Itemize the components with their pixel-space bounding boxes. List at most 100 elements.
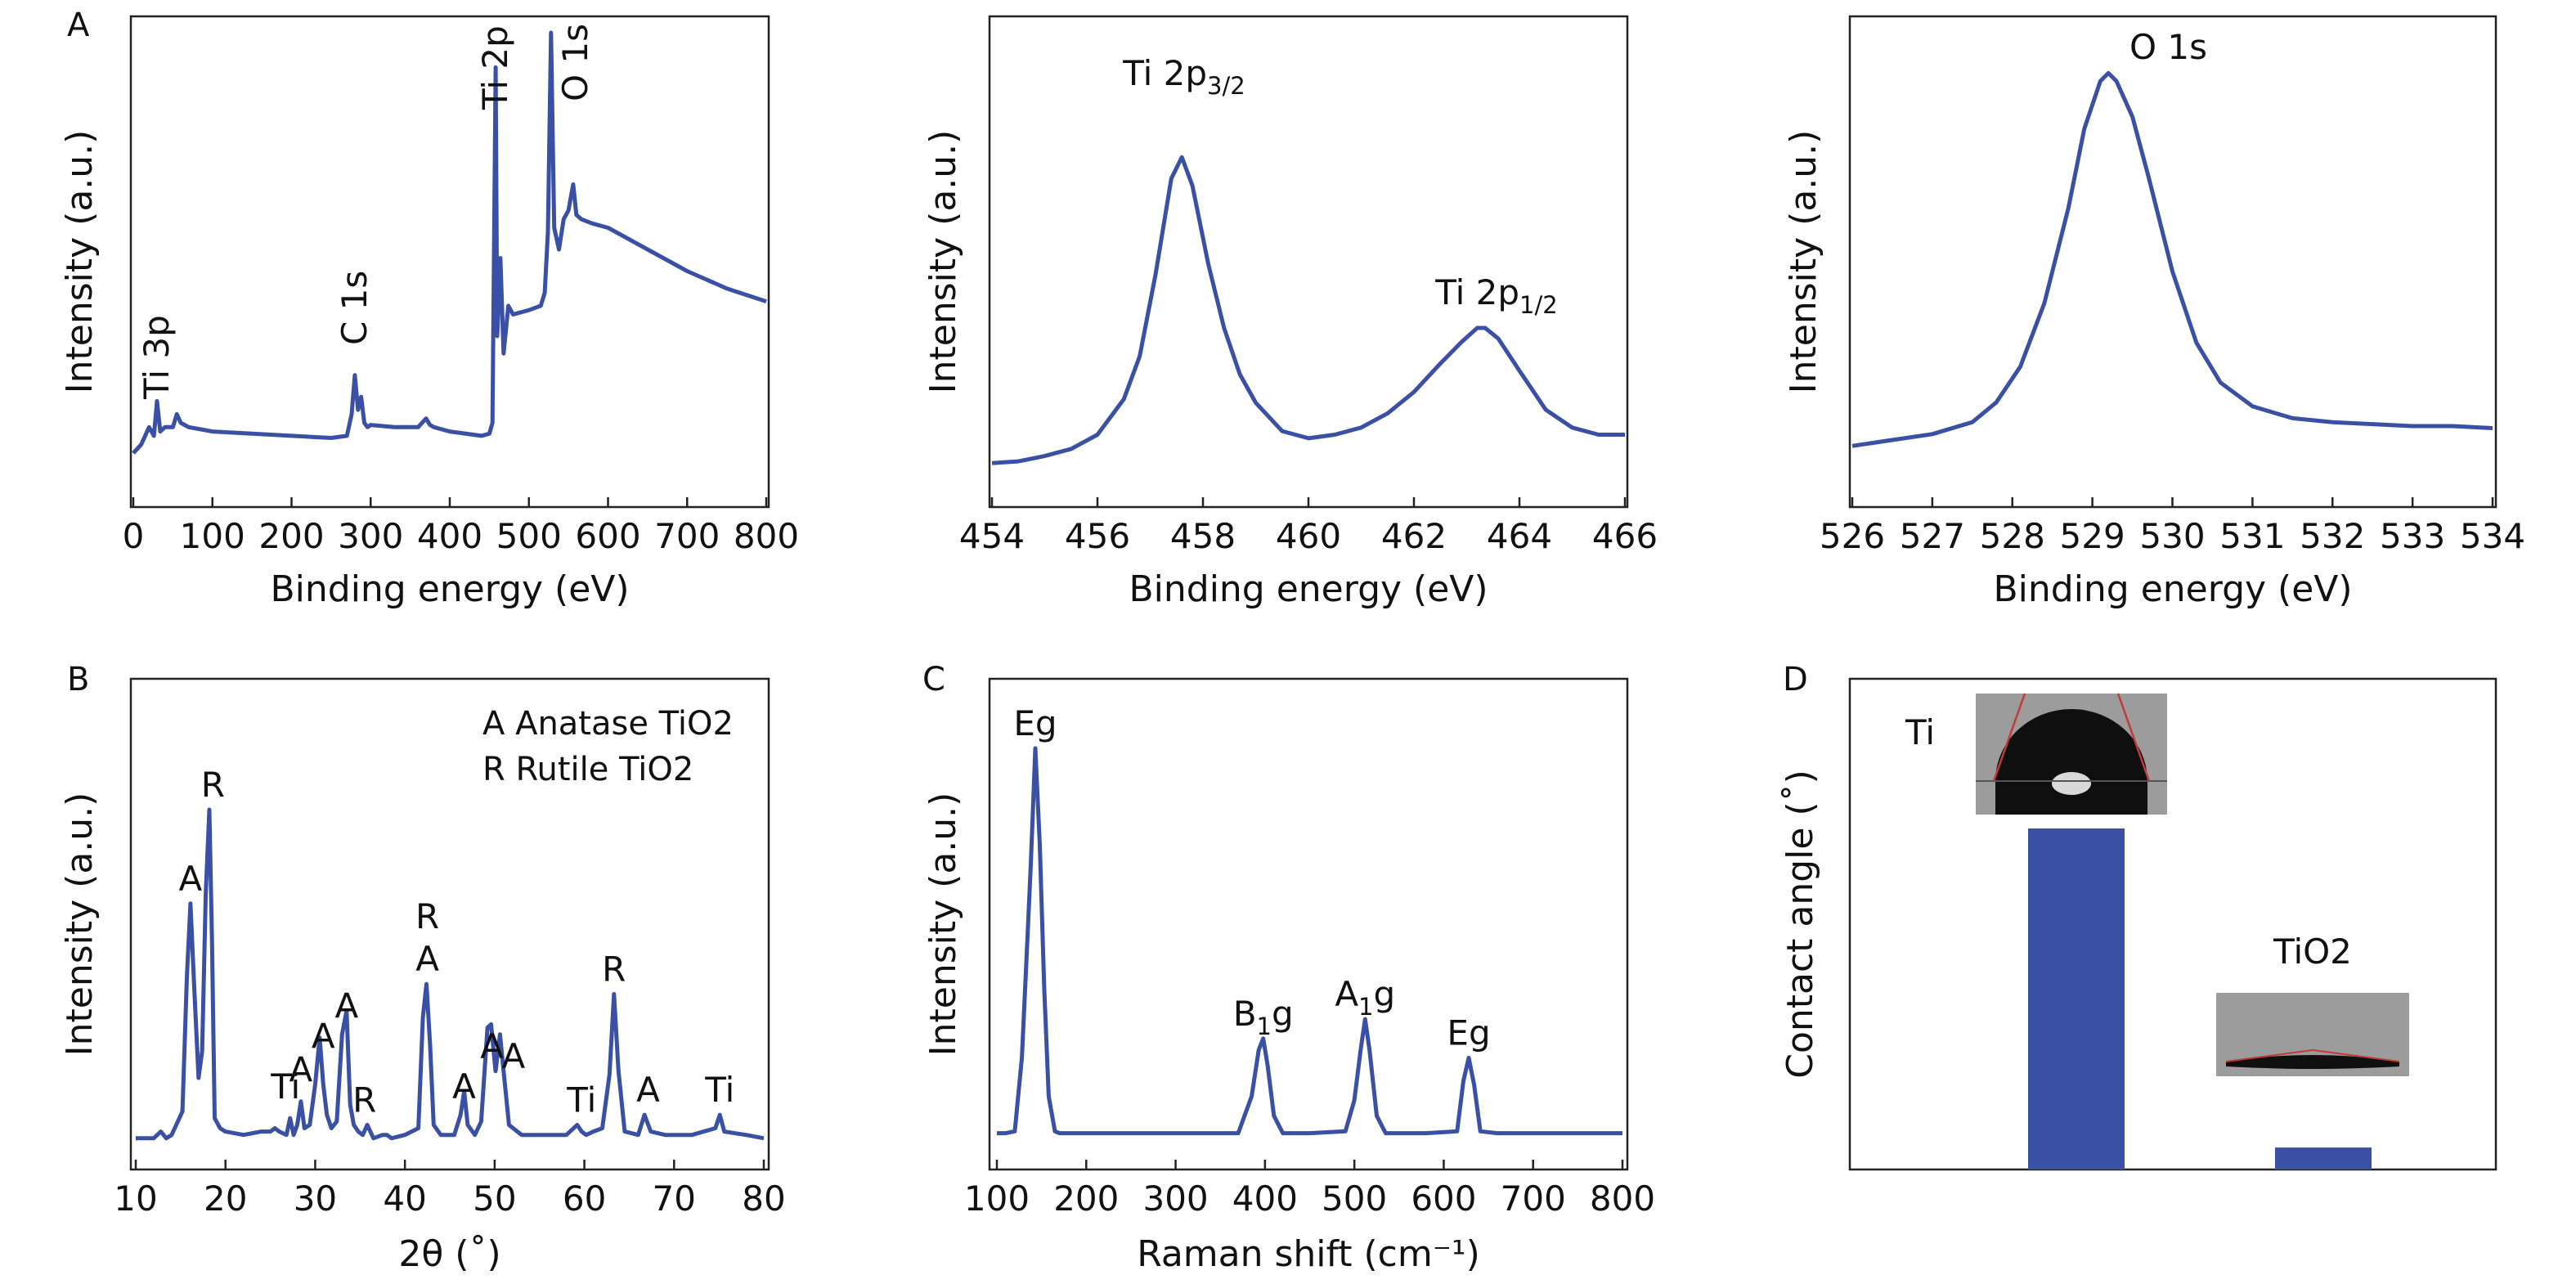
peak-label: A: [502, 1036, 526, 1076]
x-tick-label: 200: [1053, 1178, 1119, 1219]
peak-label: Ti: [704, 1070, 734, 1110]
x-tick-label: 533: [2380, 516, 2445, 556]
peak-label-ti-2p: Ti 2p: [475, 25, 515, 110]
x-tick-label: 700: [654, 516, 720, 556]
x-tick-label: 531: [2219, 516, 2285, 556]
peak-label-ti-3p: Ti 3p: [137, 315, 177, 400]
x-axis-title: 2θ (˚): [398, 1233, 500, 1275]
y-axis-title: Intensity (a.u.): [59, 792, 101, 1057]
peak-label: Eg: [1013, 703, 1057, 743]
x-tick-label: 20: [204, 1178, 247, 1219]
panel-letter-c: C: [922, 661, 945, 698]
x-tick-label: 100: [964, 1178, 1030, 1219]
peak-label: Ti: [270, 1066, 300, 1107]
contact-angle-tangent-right: [2312, 1049, 2400, 1062]
droplet-photo-tio2: [2216, 993, 2409, 1076]
survey-spectrum-line: [132, 30, 767, 455]
x-tick-label: 0: [123, 516, 145, 556]
x-tick-label: 30: [294, 1178, 337, 1219]
y-axis-title: Intensity (a.u.): [59, 130, 101, 394]
y-axis-title: Intensity (a.u.): [922, 792, 964, 1057]
category-label-tio2: TiO2: [2273, 932, 2352, 972]
x-ticks: 10 20 30 40 50 60 70 80: [114, 1160, 786, 1219]
x-tick-label: 800: [1590, 1178, 1655, 1219]
droplet-highlight: [2052, 772, 2091, 795]
x-ticks: 100 200 300 400 500 600 700 800: [964, 1160, 1655, 1219]
peak-label: Eg: [1447, 1012, 1490, 1053]
plot-frame: [129, 677, 770, 1171]
x-tick-label: 500: [496, 516, 562, 556]
x-tick-label: 80: [742, 1178, 785, 1219]
peak-label: R: [201, 765, 225, 805]
peak-label: A: [289, 1050, 313, 1090]
x-tick-label: 532: [2300, 516, 2365, 556]
x-tick-label: 400: [1232, 1178, 1298, 1219]
x-axis-title: Raman shift (cm⁻¹): [1137, 1233, 1480, 1275]
panel-letter-a: A: [67, 7, 90, 44]
x-tick-label: 400: [417, 516, 482, 556]
panel-letter-b: B: [67, 661, 89, 698]
x-tick-label: 454: [959, 516, 1025, 556]
x-ticks: 454 456 458 460 462 464 466: [959, 497, 1658, 556]
x-tick-label: 462: [1381, 516, 1447, 556]
peak-label-ti-2p1-2: Ti 2p1/2: [1434, 272, 1557, 319]
x-tick-label: 529: [2060, 516, 2125, 556]
panel-a-ti2p: 454 456 458 460 462 464 466 Ti 2p3/2 Ti 2p1/2 …: [922, 15, 1658, 610]
x-tick-label: 534: [2460, 516, 2525, 556]
x-tick-label: 200: [258, 516, 324, 556]
peak-label: A: [452, 1066, 476, 1107]
raman-peak-labels: Eg B1g A1g Eg: [1013, 703, 1490, 1053]
x-tick-label: 527: [1900, 516, 1965, 556]
x-tick-label: 70: [653, 1178, 696, 1219]
x-tick-label: 50: [473, 1178, 516, 1219]
plot-frame: [988, 15, 1629, 509]
y-axis-title: Intensity (a.u.): [922, 130, 964, 394]
x-tick-label: 300: [338, 516, 403, 556]
water-droplet: [2226, 1055, 2399, 1069]
peak-label-ti-2p3-2: Ti 2p3/2: [1122, 53, 1245, 100]
panel-c-raman: C 100 200 300 400 500 600 700 800 Eg B1g A1g Eg Ra…: [922, 661, 1655, 1275]
x-tick-label: 600: [1411, 1178, 1476, 1219]
plot-frame: [1848, 677, 2497, 1171]
peak-label-c-1s: C 1s: [334, 271, 375, 345]
panel-a-survey: A 0 100 200 300 400 500 600 700 800 Ti 3p C 1s T…: [59, 7, 799, 610]
contact-angle-tangent-right: [2116, 693, 2151, 782]
x-tick-label: 10: [114, 1178, 157, 1219]
o1s-spectrum-line: [1851, 70, 2493, 448]
peak-label: A: [636, 1070, 660, 1110]
panel-a-o1s: 526 527 528 529 530 531 532 533 534 O 1s Binding…: [1783, 15, 2525, 610]
peak-label-o-1s: O 1s: [2129, 27, 2207, 67]
peak-label: A: [312, 1017, 335, 1057]
raman-spectrum-line: [997, 746, 1622, 1136]
x-tick-label: 700: [1501, 1178, 1566, 1219]
legend-anatase: A Anatase TiO2: [482, 705, 734, 743]
category-label-ti: Ti: [1905, 712, 1935, 752]
x-axis-title: Binding energy (eV): [270, 568, 629, 610]
x-axis-title: Binding energy (eV): [1993, 568, 2352, 610]
y-axis-title: Intensity (a.u.): [1783, 130, 1824, 394]
panel-d-contact-angle: D Ti TiO2 Contact angle (˚): [1779, 661, 2497, 1171]
peak-label: A1g: [1335, 974, 1395, 1021]
y-axis-title: Contact angle (˚): [1779, 770, 1821, 1079]
x-ticks: 526 527 528 529 530 531 532 533 534: [1820, 497, 2525, 556]
droplet-photo-ti: [1976, 693, 2167, 815]
x-tick-label: 466: [1592, 516, 1658, 556]
x-tick-label: 458: [1170, 516, 1236, 556]
peak-label-o-1s: O 1s: [555, 24, 595, 101]
peak-label: B1g: [1233, 994, 1294, 1040]
peak-label: A: [480, 1026, 504, 1066]
ti2p-spectrum-line: [991, 155, 1625, 465]
bar-tio2: [2275, 1147, 2372, 1170]
x-tick-label: 100: [180, 516, 245, 556]
peak-label: R: [415, 896, 439, 936]
contact-angle-tangent-left: [1992, 693, 2026, 782]
peak-label: R: [602, 950, 626, 990]
panel-letter-d: D: [1783, 661, 1808, 698]
x-tick-label: 60: [563, 1178, 606, 1219]
plot-frame: [988, 677, 1629, 1171]
peak-label: A: [334, 986, 358, 1026]
contact-angle-tangent-left: [2225, 1049, 2313, 1062]
